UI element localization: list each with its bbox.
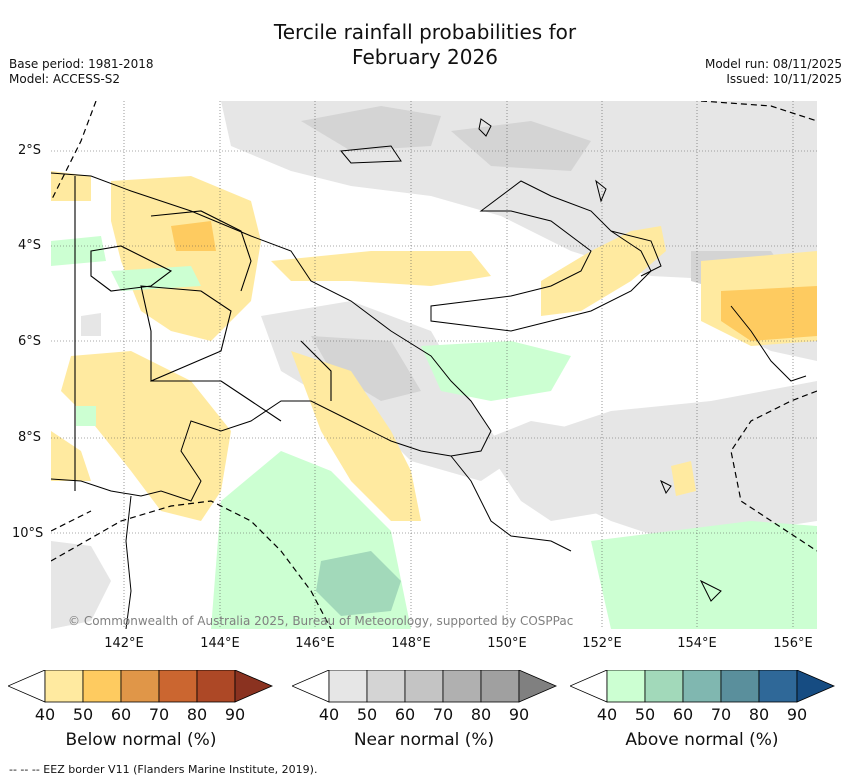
lon-label-146e: 146°E [295, 636, 335, 651]
eez-footnote: -- -- -- EEZ border V11 (Flanders Marine… [9, 763, 318, 776]
tick-above-60: 60 [672, 705, 694, 724]
copyright-notice: © Commonwealth of Australia 2025, Bureau… [68, 614, 574, 628]
meta-left: Base period: 1981-2018 Model: ACCESS-S2 [9, 57, 154, 87]
lat-label-6s: 6°S [18, 334, 42, 349]
tick-near-40: 40 [318, 705, 340, 724]
graticule [51, 101, 817, 629]
below-normal-areas [51, 171, 817, 521]
boundaries [74, 176, 332, 491]
title-line-2: February 2026 [352, 45, 498, 69]
lon-label-142e: 142°E [104, 636, 144, 651]
tick-near-70: 70 [432, 705, 454, 724]
eez-borders [51, 101, 817, 629]
lon-label-156e: 156°E [773, 636, 813, 651]
tick-above-90: 90 [786, 705, 808, 724]
meta-right: Model run: 08/11/2025 Issued: 10/11/2025 [705, 57, 842, 87]
tick-below-90: 90 [224, 705, 246, 724]
probability-map [51, 101, 817, 629]
coastlines [51, 118, 807, 629]
legend-title-above: Above normal (%) [625, 730, 779, 750]
tick-above-70: 70 [710, 705, 732, 724]
above-normal-50 [316, 551, 401, 616]
lon-label-150e: 150°E [487, 636, 527, 651]
lon-label-154e: 154°E [677, 636, 717, 651]
base-period: Base period: 1981-2018 [9, 57, 154, 71]
tick-near-60: 60 [394, 705, 416, 724]
lon-label-148e: 148°E [391, 636, 431, 651]
legend-title-near: Near normal (%) [353, 730, 495, 750]
tick-above-80: 80 [748, 705, 770, 724]
issued-date: Issued: 10/11/2025 [726, 72, 842, 86]
tick-below-70: 70 [148, 705, 170, 724]
tick-below-50: 50 [72, 705, 94, 724]
model-run: Model run: 08/11/2025 [704, 57, 842, 71]
legend-title-below: Below normal (%) [65, 730, 217, 750]
tick-above-40: 40 [596, 705, 618, 724]
tick-near-80: 80 [470, 705, 492, 724]
lon-label-144e: 144°E [200, 636, 240, 651]
lat-label-10s: 10°S [12, 526, 44, 541]
tick-below-80: 80 [186, 705, 208, 724]
title-line-1: Tercile rainfall probabilities for [273, 20, 577, 44]
tick-near-90: 90 [508, 705, 530, 724]
tick-below-60: 60 [110, 705, 132, 724]
map-title: Tercile rainfall probabilities for Febru… [0, 20, 850, 70]
tick-above-50: 50 [634, 705, 656, 724]
tick-below-40: 40 [34, 705, 56, 724]
legend-bar-below [8, 670, 274, 703]
model-name: Model: ACCESS-S2 [9, 72, 121, 86]
lat-label-8s: 8°S [18, 430, 42, 445]
tick-near-50: 50 [356, 705, 378, 724]
legend-bar-near [292, 670, 558, 703]
lat-label-2s: 2°S [18, 143, 42, 158]
legend-bar-above [570, 670, 836, 703]
lon-label-152e: 152°E [582, 636, 622, 651]
lat-label-4s: 4°S [18, 238, 42, 253]
